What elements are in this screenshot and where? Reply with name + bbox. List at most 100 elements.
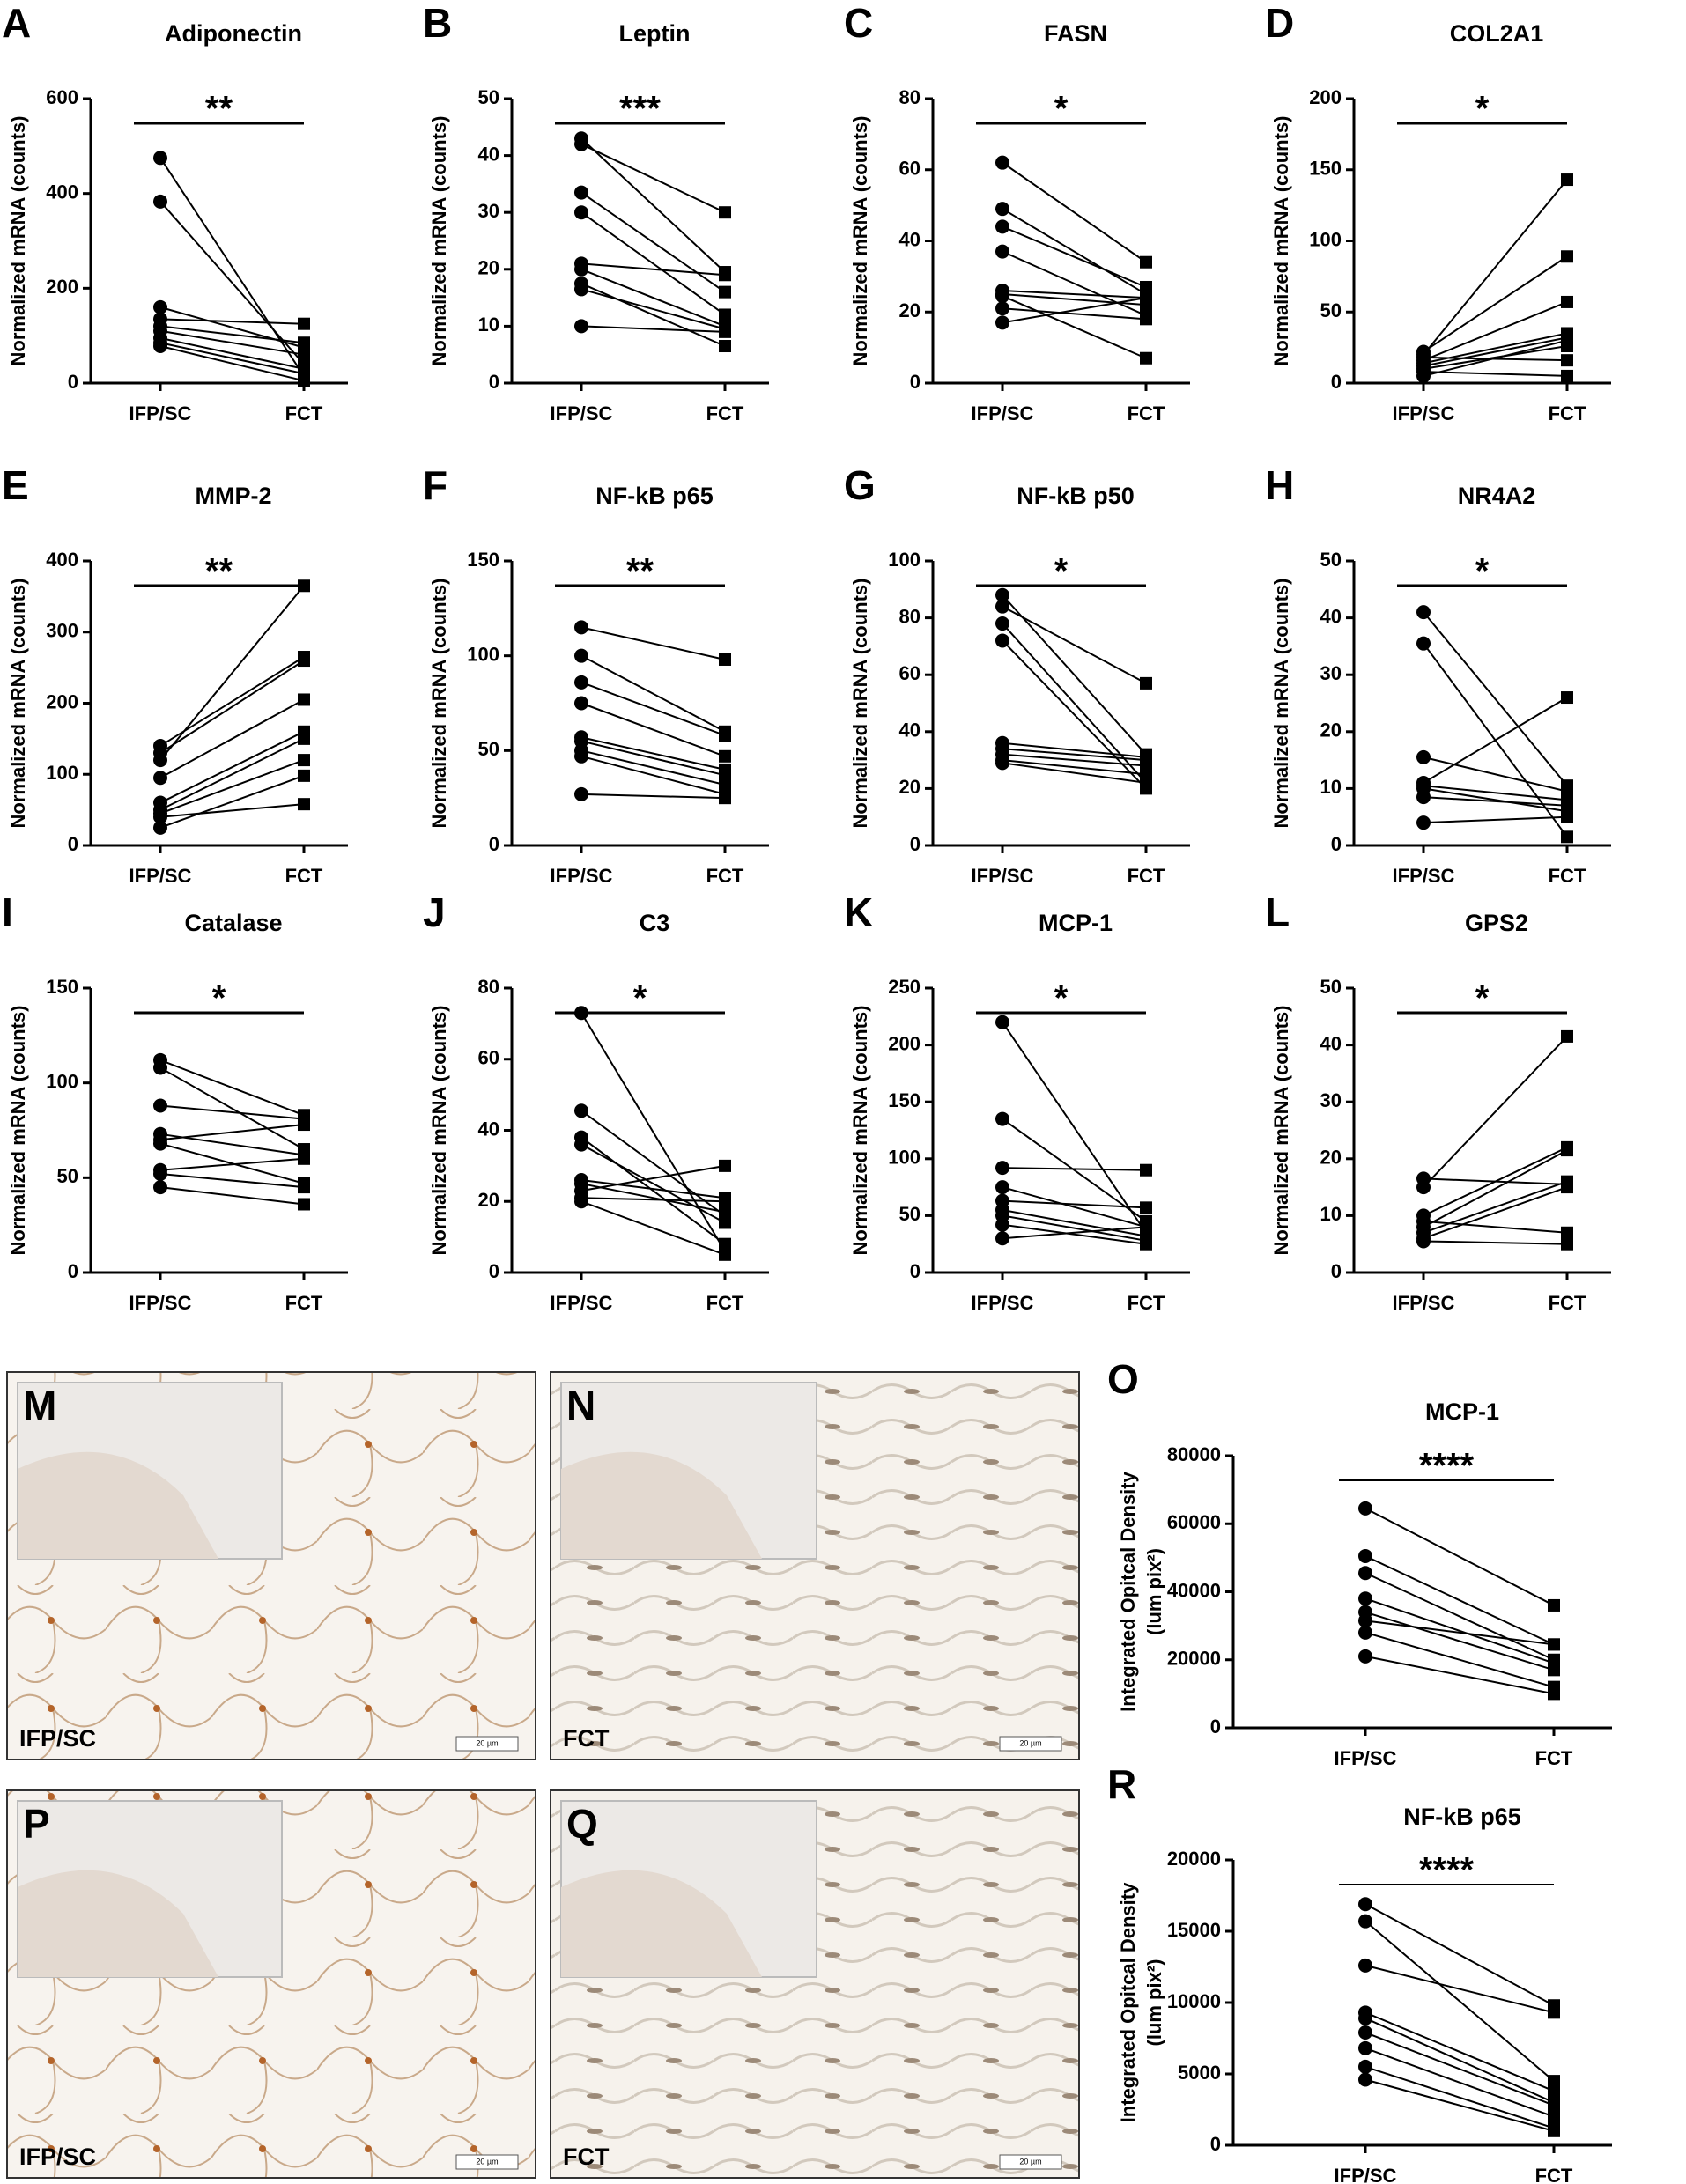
fct-point xyxy=(298,693,310,706)
ifp-point xyxy=(1358,1613,1372,1628)
pair-line xyxy=(1423,339,1568,377)
ifp-point xyxy=(574,1103,588,1118)
fct-point xyxy=(719,792,731,805)
pair-line xyxy=(1002,594,1147,756)
fct-point xyxy=(1561,1144,1573,1157)
fct-point xyxy=(719,778,731,792)
ifp-point xyxy=(574,1194,588,1209)
y-tick-label: 0 xyxy=(1210,1715,1221,1738)
ifp-point xyxy=(574,786,588,801)
y-tick-label: 150 xyxy=(888,1089,921,1111)
pair-line xyxy=(1002,208,1147,295)
pair-line xyxy=(1364,2011,1555,2092)
pair-line xyxy=(580,191,726,293)
pair-line xyxy=(1364,2017,1555,2104)
ifp-point xyxy=(1416,1234,1431,1249)
y-tick-label: 50 xyxy=(1320,976,1342,998)
ifp-point xyxy=(574,136,588,151)
x-tick-label: IFP/SC xyxy=(972,865,1034,887)
y-tick-label: 0 xyxy=(910,371,921,393)
fct-point xyxy=(298,317,310,330)
pair-line xyxy=(1002,225,1147,288)
y-tick-label: 60 xyxy=(899,662,921,684)
fct-point xyxy=(298,654,310,668)
pair-line xyxy=(159,342,305,375)
pair-line xyxy=(1002,762,1147,784)
panel-letter: A xyxy=(2,0,31,46)
y-tick-label: 100 xyxy=(46,762,78,784)
ifp-point xyxy=(1416,749,1431,764)
scale-bar-box xyxy=(999,1736,1062,1752)
x-tick-label: FCT xyxy=(1549,1292,1586,1314)
ifp-point xyxy=(1358,2025,1372,2040)
pair-line xyxy=(1423,1240,1568,1245)
ifp-point xyxy=(153,1136,167,1151)
y-tick-label: 100 xyxy=(888,1147,921,1169)
chart-title: NF-kB p50 xyxy=(1017,483,1135,509)
scale-bar-label: 20 µm xyxy=(476,1738,498,1747)
pair-line xyxy=(1364,1572,1555,1661)
x-tick-label: IFP/SC xyxy=(551,402,613,424)
x-tick-label: FCT xyxy=(1535,2165,1573,2184)
ifp-point xyxy=(153,753,167,768)
ifp-point xyxy=(995,301,1009,316)
pair-line xyxy=(1002,250,1147,317)
ifp-point xyxy=(995,599,1009,614)
ifp-point xyxy=(1358,2011,1372,2025)
ifp-point xyxy=(995,587,1009,602)
y-axis-label: Normalized mRNA (counts) xyxy=(849,116,871,366)
ifp-point xyxy=(574,185,588,200)
fct-point xyxy=(719,729,731,742)
pair-line xyxy=(1002,759,1147,776)
pair-line xyxy=(159,698,305,779)
y-tick-label: 20 xyxy=(478,257,499,279)
pair-line xyxy=(580,793,726,800)
pair-line xyxy=(159,1066,305,1150)
fct-point xyxy=(1561,250,1573,263)
pair-line xyxy=(1423,301,1568,362)
pair-line xyxy=(1002,295,1147,359)
y-tick-label: 50 xyxy=(899,1203,921,1225)
pair-line xyxy=(580,1197,726,1203)
ifp-point xyxy=(995,633,1009,648)
y-tick-label: 10 xyxy=(1320,776,1342,798)
fct-point xyxy=(1561,1226,1573,1239)
y-axis-label: Normalized mRNA (counts) xyxy=(428,1006,450,1256)
pair-line xyxy=(159,318,305,325)
panel-letter: Q xyxy=(566,1801,598,1847)
chart-title: NF-kB p65 xyxy=(595,483,714,509)
ifp-point xyxy=(574,749,588,764)
y-tick-label: 200 xyxy=(1309,86,1342,108)
panel-letter: G xyxy=(844,462,876,508)
pair-line xyxy=(580,1012,726,1252)
fct-point xyxy=(298,754,310,767)
fct-point xyxy=(1561,1237,1573,1251)
pair-line xyxy=(1364,2032,1555,2107)
fct-point xyxy=(298,1152,310,1165)
y-tick-label: 400 xyxy=(46,181,78,203)
panel-letter: I xyxy=(2,889,13,935)
pair-line xyxy=(1423,697,1568,784)
y-tick-label: 0 xyxy=(489,833,499,855)
pair-line xyxy=(159,1186,305,1206)
ifp-point xyxy=(1416,790,1431,805)
ifp-point xyxy=(574,696,588,711)
y-tick-label: 20 xyxy=(899,299,921,321)
panel-letter: R xyxy=(1107,1761,1136,1807)
y-tick-label: 80 xyxy=(899,86,921,108)
significance: * xyxy=(633,979,647,1018)
fct-point xyxy=(1548,2084,1560,2098)
pair-line xyxy=(580,702,726,757)
fct-point xyxy=(719,749,731,763)
pair-line xyxy=(1364,1655,1555,1695)
y-tick-label: 0 xyxy=(1210,2133,1221,2155)
y-tick-label: 15000 xyxy=(1167,1919,1221,1941)
ifp-point xyxy=(574,205,588,220)
pair-line xyxy=(580,262,726,277)
pair-line xyxy=(1364,1620,1555,1646)
y-tick-label: 0 xyxy=(68,371,78,393)
ifp-point xyxy=(995,1180,1009,1195)
pair-line xyxy=(159,345,305,382)
pair-line xyxy=(1423,1180,1568,1234)
fct-point xyxy=(1140,1163,1152,1177)
